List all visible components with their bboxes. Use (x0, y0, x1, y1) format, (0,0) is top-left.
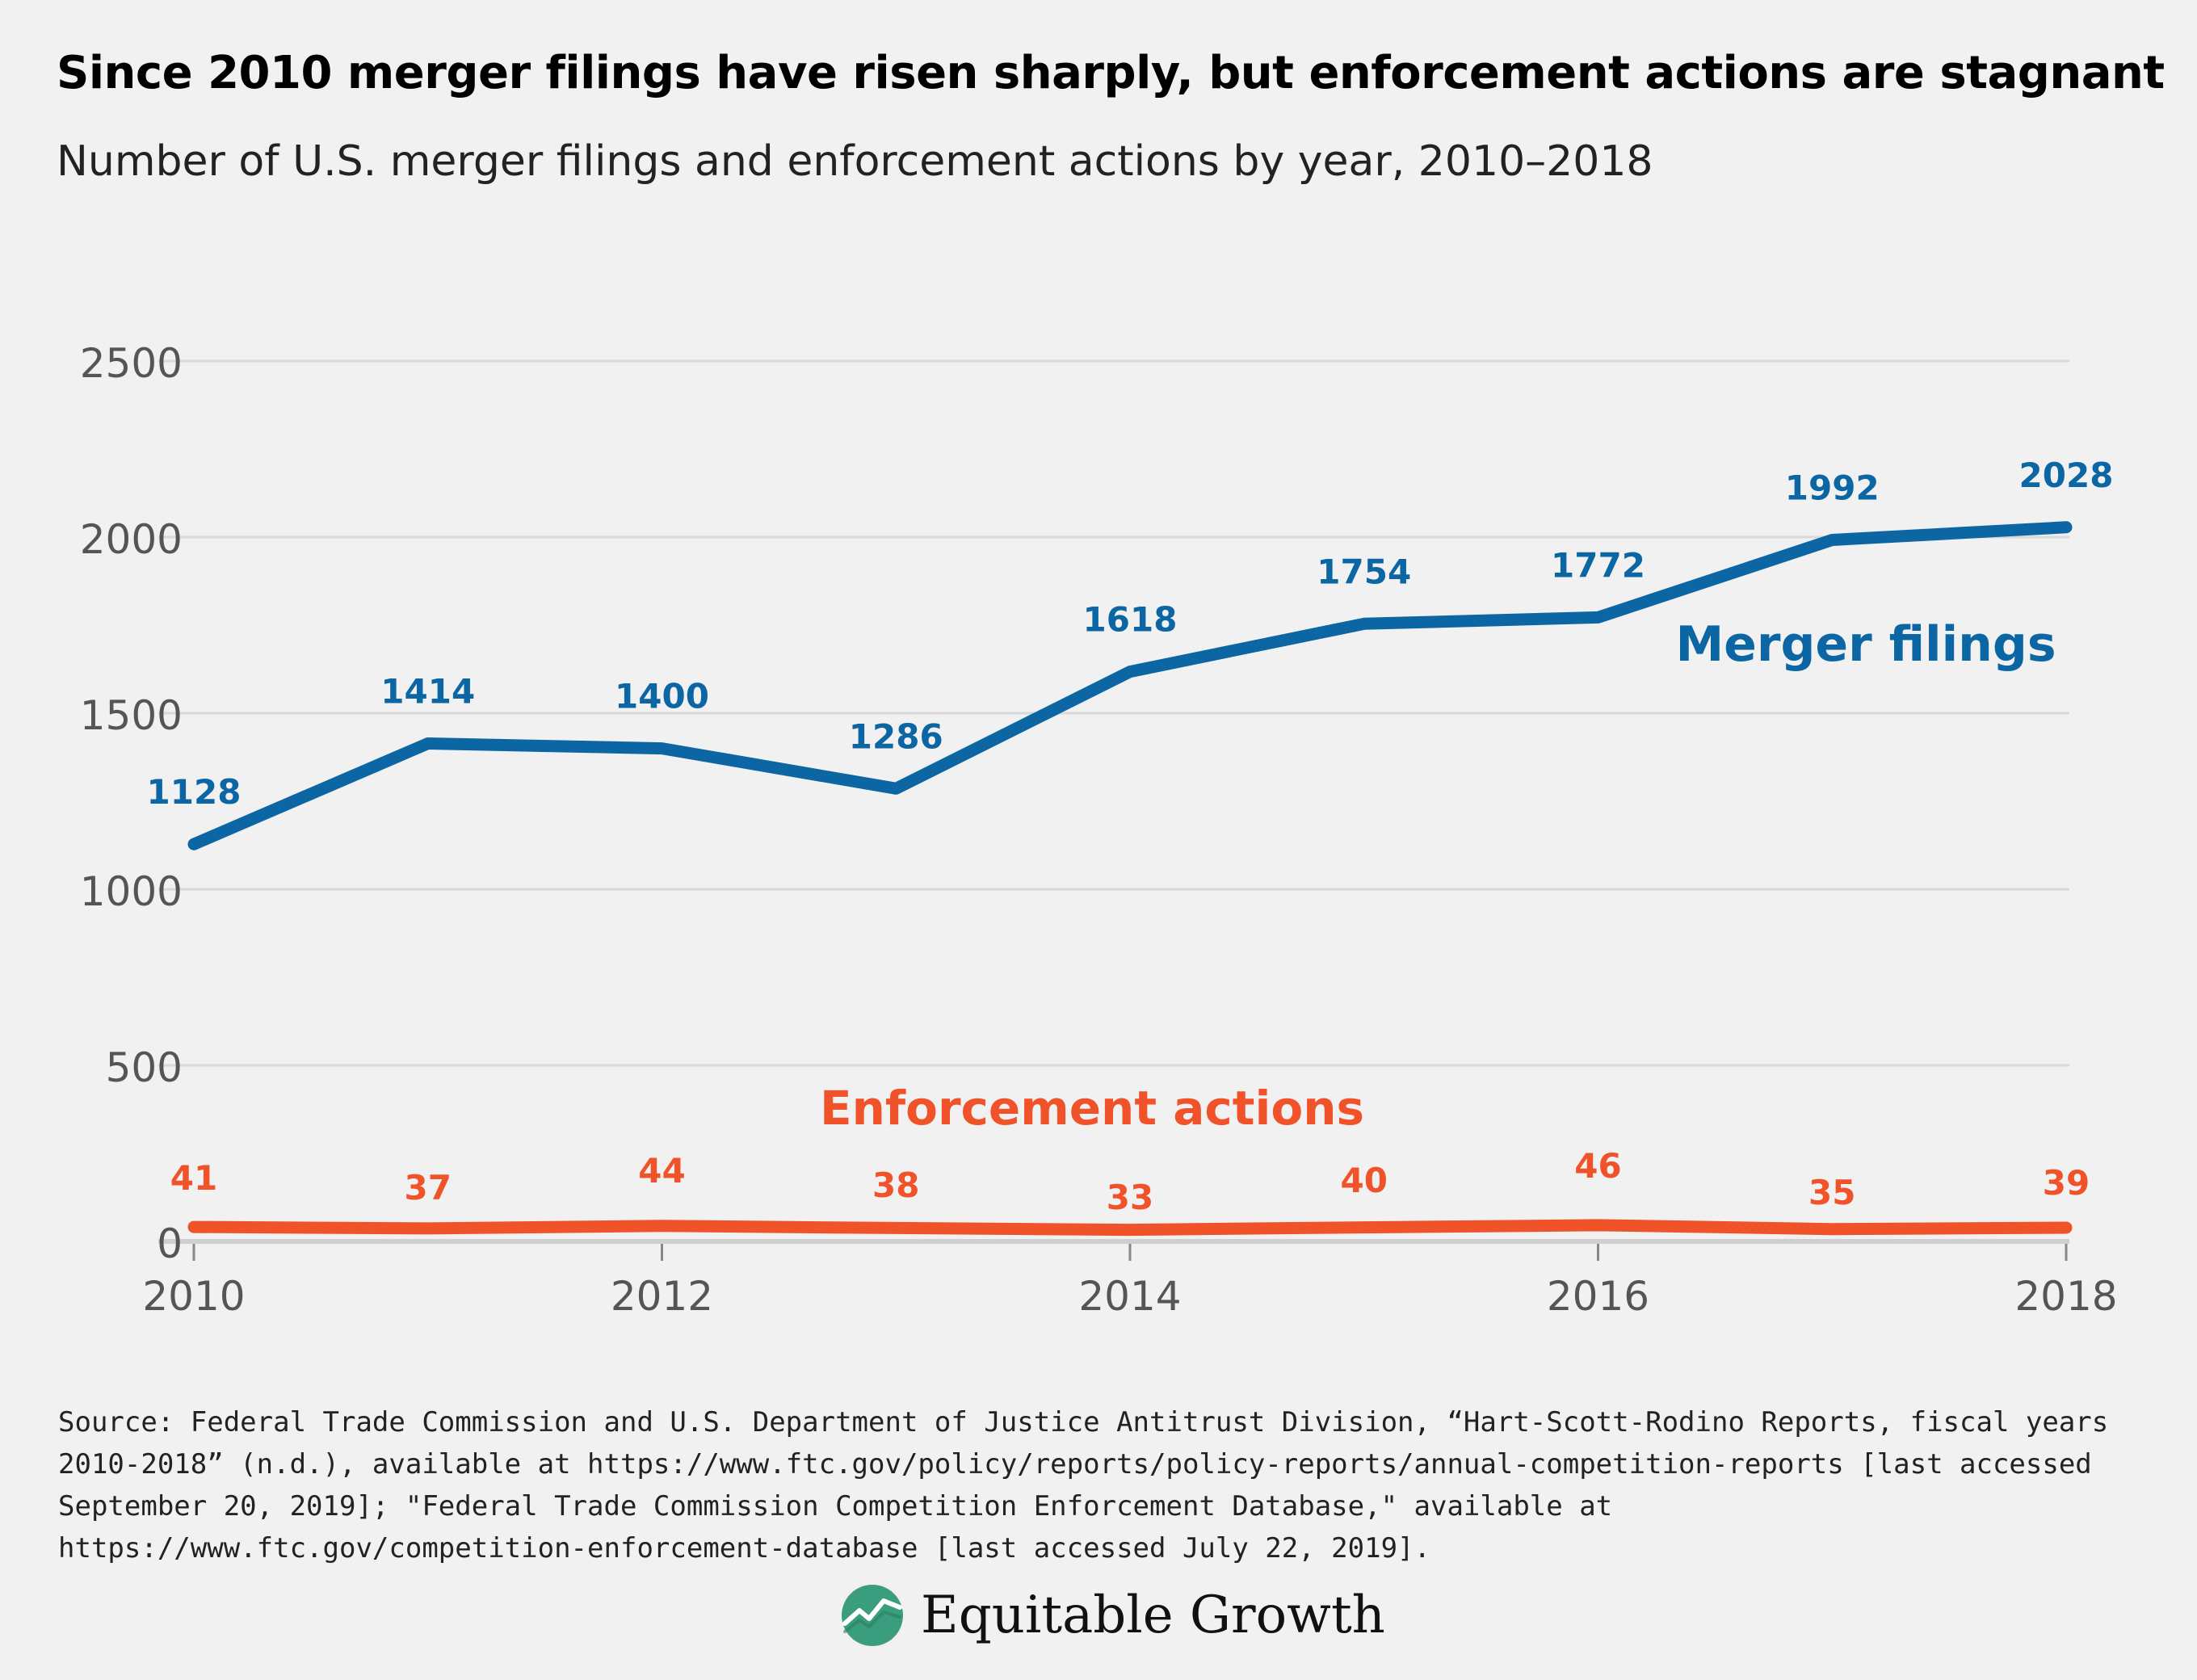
data-label: 35 (1808, 1173, 1855, 1212)
enforcement-actions-label: Enforcement actions (820, 1081, 1364, 1136)
series-lines (187, 521, 2073, 1237)
data-label: 39 (2043, 1163, 2090, 1203)
data-label: 1772 (1551, 545, 1645, 585)
y-tick-label: 1000 (80, 868, 183, 915)
data-label: 38 (872, 1166, 919, 1205)
x-tick-label: 2014 (1078, 1273, 1181, 1320)
series-name-labels: Merger filings Enforcement actions (820, 616, 2056, 1136)
source-note: Source: Federal Trade Commission and U.S… (58, 1406, 2109, 1564)
x-tick-label: 2012 (611, 1273, 713, 1320)
enforcement-actions-line (187, 1219, 2073, 1237)
data-label: 46 (1574, 1146, 1621, 1186)
chart-title: Since 2010 merger filings have risen sha… (57, 47, 2165, 99)
x-axis: 2010 2012 2014 2016 2018 (142, 1244, 2118, 1320)
y-tick-label: 2000 (80, 516, 183, 563)
equitable-growth-logo: Equitable Growth (840, 1583, 1385, 1648)
merger-filings-label: Merger filings (1675, 616, 2056, 673)
data-label: 1414 (380, 671, 475, 711)
data-label: 1618 (1083, 600, 1178, 640)
data-label: 1128 (147, 772, 242, 812)
growth-chart-circle-icon (842, 1585, 903, 1646)
y-tick-label: 1500 (80, 692, 183, 739)
data-label: 40 (1341, 1161, 1388, 1200)
x-tick-label: 2016 (1547, 1273, 1649, 1320)
data-label: 41 (170, 1158, 217, 1198)
logo-wordmark: Equitable Growth (921, 1586, 1385, 1645)
data-label: 1400 (615, 677, 709, 716)
data-label: 1992 (1785, 468, 1880, 507)
chart-subtitle: Number of U.S. merger filings and enforc… (57, 137, 1653, 186)
data-labels: 1128 1414 1400 1286 1618 1754 1772 1992 2028 41 37… (147, 456, 2114, 1217)
data-label: 2028 (2019, 456, 2114, 495)
data-label: 1754 (1317, 552, 1411, 591)
y-tick-label: 0 (157, 1220, 183, 1267)
x-tick-label: 2018 (2014, 1273, 2117, 1320)
y-tick-label: 2500 (80, 340, 183, 387)
merger-filings-line (187, 521, 2073, 850)
gridlines (158, 359, 2069, 1244)
data-label: 1286 (849, 716, 943, 756)
data-label: 44 (638, 1151, 685, 1191)
y-axis: 0 500 1000 1500 2000 2500 (80, 340, 183, 1267)
x-tick-label: 2010 (142, 1273, 245, 1320)
data-label: 33 (1107, 1178, 1153, 1217)
data-label: 37 (405, 1168, 452, 1208)
y-tick-label: 500 (106, 1044, 183, 1091)
